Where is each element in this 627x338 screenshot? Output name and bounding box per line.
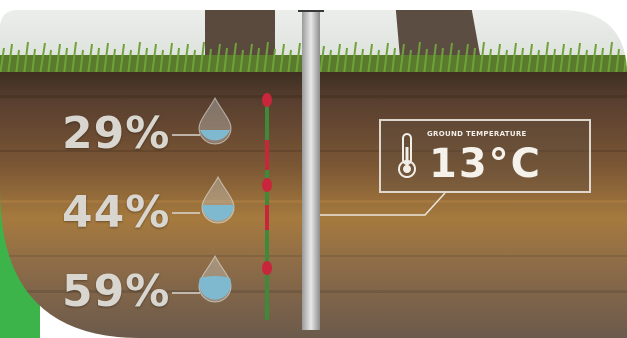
temperature-card: GROUND TEMPERATURE 13°C [379,119,591,193]
tree-trunk-left [205,0,275,60]
sensor-pole [302,0,320,330]
thermometer-icon [393,131,421,181]
moisture-reading-middle: 44% [62,187,170,238]
sensor-cap [298,0,324,12]
temperature-value: 13°C [429,141,542,187]
temperature-label: GROUND TEMPERATURE [427,130,527,138]
moisture-reading-bottom: 59% [62,266,170,317]
moisture-reading-top: 29% [62,108,170,159]
